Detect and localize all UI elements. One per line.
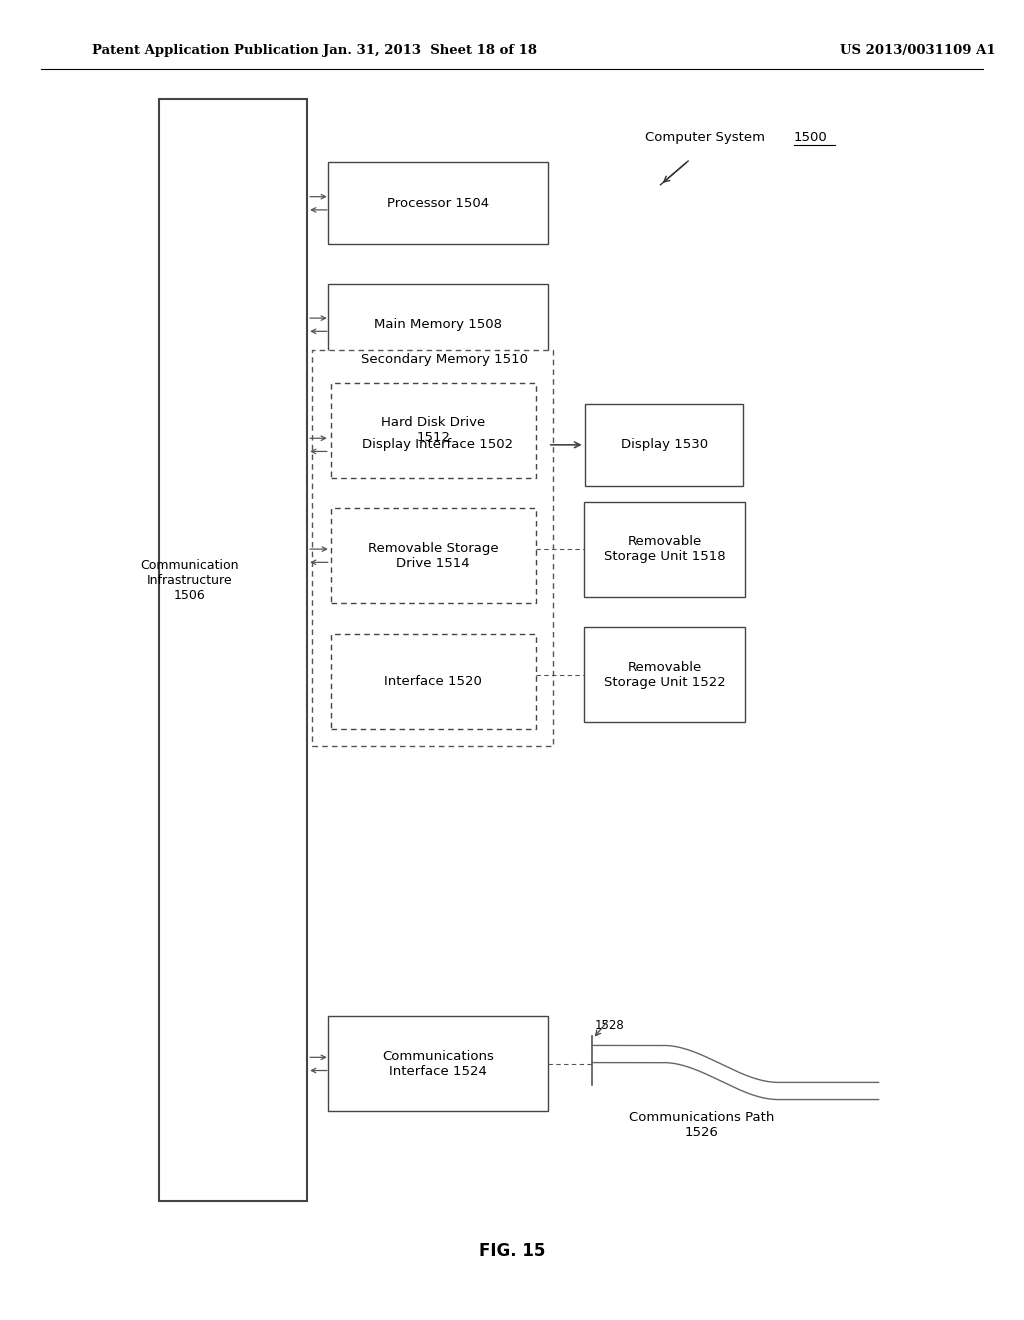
Text: Communication
Infrastructure
1506: Communication Infrastructure 1506: [140, 560, 239, 602]
Text: Communications
Interface 1524: Communications Interface 1524: [382, 1049, 494, 1078]
FancyBboxPatch shape: [159, 99, 307, 1201]
FancyBboxPatch shape: [328, 162, 548, 244]
Text: 1528: 1528: [595, 1019, 625, 1032]
Text: Removable
Storage Unit 1518: Removable Storage Unit 1518: [604, 535, 725, 564]
Text: US 2013/0031109 A1: US 2013/0031109 A1: [840, 44, 995, 57]
FancyBboxPatch shape: [328, 404, 548, 486]
Text: Jan. 31, 2013  Sheet 18 of 18: Jan. 31, 2013 Sheet 18 of 18: [324, 44, 537, 57]
Text: Removable
Storage Unit 1522: Removable Storage Unit 1522: [604, 660, 725, 689]
Text: Secondary Memory 1510: Secondary Memory 1510: [361, 352, 528, 366]
Text: Main Memory 1508: Main Memory 1508: [374, 318, 502, 331]
FancyBboxPatch shape: [584, 627, 745, 722]
Text: Interface 1520: Interface 1520: [384, 675, 482, 688]
Text: Hard Disk Drive
1512: Hard Disk Drive 1512: [381, 416, 485, 445]
FancyBboxPatch shape: [328, 284, 548, 366]
Text: Display Interface 1502: Display Interface 1502: [362, 438, 513, 451]
FancyBboxPatch shape: [331, 634, 536, 729]
Text: 1500: 1500: [794, 131, 827, 144]
Text: FIG. 15: FIG. 15: [479, 1242, 545, 1261]
FancyBboxPatch shape: [585, 404, 743, 486]
Text: Computer System: Computer System: [645, 131, 769, 144]
Text: Communications Path
1526: Communications Path 1526: [629, 1111, 774, 1139]
FancyBboxPatch shape: [328, 1016, 548, 1111]
FancyBboxPatch shape: [584, 502, 745, 597]
Text: Removable Storage
Drive 1514: Removable Storage Drive 1514: [368, 541, 499, 570]
Text: Processor 1504: Processor 1504: [387, 197, 488, 210]
FancyBboxPatch shape: [331, 383, 536, 478]
Text: Display 1530: Display 1530: [621, 438, 708, 451]
FancyBboxPatch shape: [331, 508, 536, 603]
Text: Patent Application Publication: Patent Application Publication: [92, 44, 318, 57]
FancyBboxPatch shape: [312, 350, 553, 746]
